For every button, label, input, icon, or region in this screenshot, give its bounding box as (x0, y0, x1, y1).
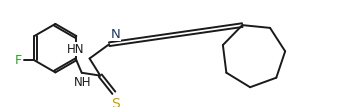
Text: S: S (111, 97, 120, 107)
Text: N: N (111, 28, 120, 41)
Text: F: F (15, 54, 22, 67)
Text: NH: NH (74, 76, 92, 89)
Text: HN: HN (67, 43, 84, 56)
